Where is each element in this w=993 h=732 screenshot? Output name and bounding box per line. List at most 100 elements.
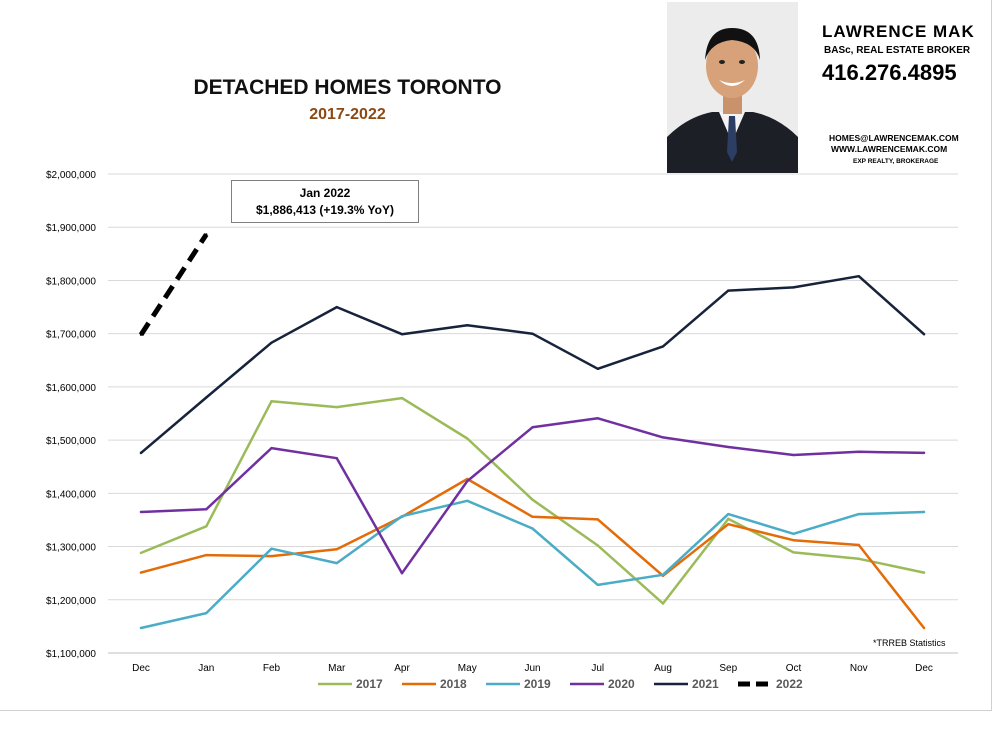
- x-tick-label: Feb: [263, 663, 281, 674]
- y-tick-label: $1,400,000: [46, 489, 96, 500]
- y-tick-label: $1,300,000: [46, 543, 96, 554]
- data-point-2019: [922, 510, 926, 514]
- data-point-2021: [270, 341, 273, 344]
- series-line-2019: [139, 499, 926, 630]
- data-point-2020: [857, 450, 860, 454]
- data-point-2020: [792, 453, 795, 457]
- data-point-2021: [139, 451, 143, 455]
- y-tick-label: $1,100,000: [46, 649, 96, 660]
- data-point-2017: [139, 551, 143, 555]
- data-point-2019: [335, 561, 338, 565]
- x-tick-label: Apr: [394, 663, 410, 674]
- data-point-2017: [335, 405, 338, 409]
- data-point-2017: [857, 557, 860, 560]
- data-point-2021: [466, 323, 469, 327]
- x-tick-label: Jun: [524, 663, 540, 674]
- data-point-2021: [531, 332, 534, 335]
- data-point-2019: [727, 512, 730, 516]
- data-point-2017: [727, 517, 730, 521]
- data-point-2020: [270, 446, 273, 450]
- x-tick-label: Jan: [198, 663, 214, 674]
- data-point-2017: [400, 396, 404, 400]
- data-point-2018: [727, 523, 730, 526]
- data-point-2017: [270, 400, 273, 403]
- callout-line-2: $1,886,413 (+19.3% YoY): [256, 203, 394, 217]
- data-point-2019: [139, 626, 143, 630]
- x-tick-label: May: [458, 663, 477, 674]
- x-tick-label: Oct: [786, 663, 802, 674]
- chart-frame: [0, 0, 992, 711]
- data-point-2021: [400, 332, 404, 336]
- data-point-2021: [661, 345, 665, 348]
- legend-label-2021: 2021: [692, 677, 719, 691]
- source-note: *TRREB Statistics: [873, 638, 946, 648]
- x-tick-label: Dec: [132, 663, 150, 674]
- x-tick-label: Sep: [719, 663, 737, 674]
- data-point-2018: [857, 543, 860, 547]
- data-point-2020: [727, 445, 730, 449]
- x-tick-label: Jul: [591, 663, 604, 674]
- x-tick-label: Dec: [915, 663, 933, 674]
- callout-line-1: Jan 2022: [299, 186, 351, 200]
- data-point-2019: [661, 573, 665, 576]
- data-point-2018: [205, 553, 208, 557]
- data-point-2021: [205, 396, 208, 399]
- data-point-2017: [792, 551, 795, 554]
- x-tick-label: Mar: [328, 663, 346, 674]
- data-point-2020: [531, 426, 534, 429]
- data-point-2017: [466, 437, 469, 440]
- data-point-2020: [661, 436, 665, 439]
- series-line-2022: [138, 233, 209, 337]
- data-point-2020: [922, 451, 926, 455]
- y-tick-label: $1,600,000: [46, 383, 96, 394]
- data-point-2021: [792, 286, 795, 289]
- agent-email: HOMES@LAWRENCEMAK.COM: [829, 133, 959, 143]
- data-point-2019: [205, 611, 208, 615]
- y-tick-label: $1,200,000: [46, 596, 96, 607]
- data-point-2018: [596, 518, 599, 521]
- data-point-2019: [596, 583, 599, 587]
- x-tick-label: Nov: [850, 663, 868, 674]
- data-point-2018: [139, 571, 143, 574]
- y-axis-ticks: $1,100,000 $1,200,000 $1,300,000 $1,400,000…: [46, 170, 96, 660]
- y-tick-label: $1,500,000: [46, 436, 96, 447]
- legend-label-2020: 2020: [608, 677, 635, 691]
- data-point-2019: [270, 547, 273, 550]
- y-tick-label: $1,700,000: [46, 330, 96, 341]
- data-point-2021: [857, 274, 860, 278]
- data-point-2020: [596, 417, 599, 420]
- agent-phone: 416.276.4895: [822, 60, 957, 85]
- legend-label-2017: 2017: [356, 677, 383, 691]
- jan-2022-callout: Jan 2022 $1,886,413 (+19.3% YoY): [231, 180, 419, 223]
- data-point-2017: [661, 602, 665, 605]
- data-point-2019: [792, 532, 795, 535]
- data-point-2017: [531, 498, 534, 501]
- data-point-2020: [466, 479, 469, 483]
- series-line-2020: [139, 417, 926, 575]
- agent-brokerage: EXP REALTY, BROKERAGE: [853, 158, 939, 165]
- series-lines: [138, 233, 926, 630]
- agent-name: LAWRENCE MAK: [822, 22, 975, 41]
- data-point-2019: [857, 512, 860, 516]
- y-tick-label: $2,000,000: [46, 170, 96, 181]
- data-point-2019: [400, 515, 404, 518]
- y-tick-label: $1,800,000: [46, 276, 96, 287]
- data-point-2018: [531, 515, 534, 518]
- data-point-2018: [270, 554, 273, 558]
- data-point-2018: [335, 548, 338, 551]
- legend: 2017 2018 2019 2020 2021 2022: [318, 677, 803, 691]
- agent-website: WWW.LAWRENCEMAK.COM: [831, 144, 948, 154]
- data-point-2020: [205, 508, 208, 511]
- agent-photo: [667, 2, 798, 173]
- chart-title: DETACHED HOMES TORONTO: [193, 76, 502, 99]
- gridlines: [108, 173, 958, 654]
- data-point-2022: [205, 233, 208, 236]
- agent-title: BASc, REAL ESTATE BROKER: [824, 45, 971, 56]
- data-point-2022: [139, 333, 143, 336]
- data-point-2021: [335, 305, 338, 309]
- data-point-2019: [466, 499, 469, 502]
- legend-label-2019: 2019: [524, 677, 551, 691]
- data-point-2021: [922, 332, 926, 336]
- data-point-2017: [205, 525, 208, 528]
